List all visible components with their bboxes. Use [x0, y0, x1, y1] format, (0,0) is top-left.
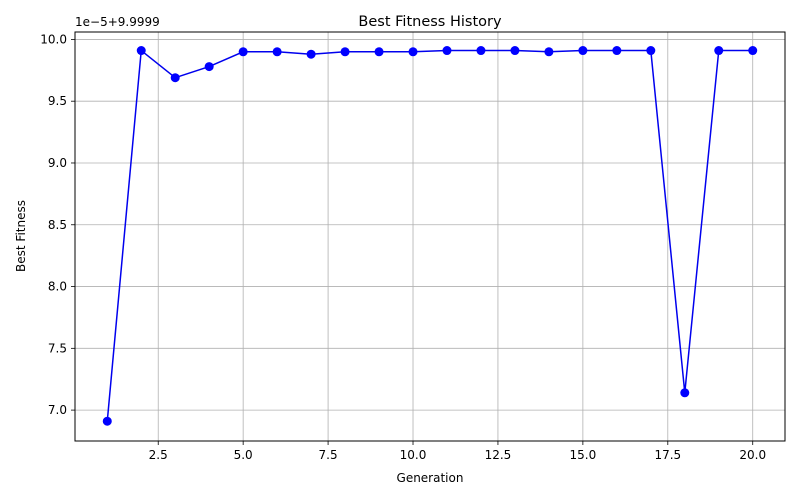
y-tick-label: 7.0	[48, 403, 67, 417]
x-tick-label: 10.0	[400, 448, 427, 462]
grid-layer	[75, 32, 785, 441]
y-tick-label: 8.0	[48, 280, 67, 294]
data-point	[680, 388, 690, 398]
x-tick-label: 7.5	[319, 448, 338, 462]
data-point	[544, 47, 554, 57]
data-point	[170, 73, 180, 83]
plot-frame	[74, 31, 786, 442]
y-tick-label: 9.5	[48, 94, 67, 108]
data-point	[476, 46, 486, 56]
y-axis-label: Best Fitness	[14, 200, 28, 272]
y-tick-label: 9.0	[48, 156, 67, 170]
x-tick-label: 20.0	[739, 448, 766, 462]
data-point	[578, 46, 588, 56]
x-tick-label: 5.0	[234, 448, 253, 462]
y-tick-label: 8.5	[48, 218, 67, 232]
y-tick-label: 10.0	[40, 32, 67, 46]
data-point	[510, 46, 520, 56]
data-point	[374, 47, 384, 57]
x-tick-label: 12.5	[485, 448, 512, 462]
x-axis-ticks: 2.5 5.0 7.5 10.0 12.5 15.0 17.5 20.0	[149, 441, 766, 462]
series-line	[106, 49, 753, 422]
data-point	[714, 46, 724, 56]
data-point	[612, 46, 622, 56]
data-point	[272, 47, 282, 57]
data-point	[204, 62, 214, 72]
y-axis-ticks: 7.0 7.5 8.0 8.5 9.0 9.5 10.0	[40, 32, 75, 417]
x-tick-label: 15.0	[570, 448, 597, 462]
marker-layer	[102, 46, 758, 426]
data-point	[748, 46, 758, 56]
data-point	[408, 47, 418, 57]
data-point	[340, 47, 350, 57]
data-point	[306, 49, 316, 59]
data-point	[646, 46, 656, 56]
x-tick-label: 17.5	[654, 448, 681, 462]
x-axis-label: Generation	[397, 471, 464, 485]
data-point	[442, 46, 452, 56]
data-point	[136, 46, 146, 56]
y-offset-text: 1e−5+9.9999	[75, 15, 160, 29]
series-line-layer	[106, 49, 753, 422]
chart-title: Best Fitness History	[358, 14, 502, 30]
x-tick-label: 2.5	[149, 448, 168, 462]
data-point	[102, 416, 112, 426]
y-tick-label: 7.5	[48, 341, 67, 355]
data-point	[238, 47, 248, 57]
